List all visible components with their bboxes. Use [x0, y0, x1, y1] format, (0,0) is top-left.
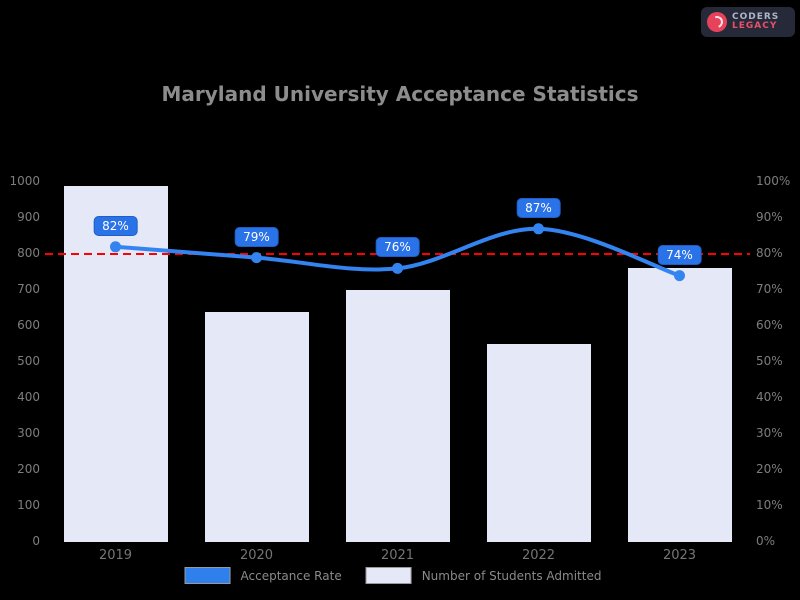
brand-logo-text: CODERS LEGACY — [732, 11, 780, 32]
left-axis-tick: 900 — [17, 210, 40, 224]
right-axis-tick: 70% — [756, 282, 783, 296]
right-axis-tick: 30% — [756, 426, 783, 440]
x-axis-label-2020: 2020 — [239, 548, 274, 563]
brand-logo: CODERS LEGACY — [701, 7, 795, 37]
point-label-2021: 76% — [375, 237, 420, 258]
right-axis-tick: 40% — [756, 390, 783, 404]
left-axis-tick: 600 — [17, 318, 40, 332]
bar-2021 — [345, 290, 450, 542]
right-axis-tick: 20% — [756, 462, 783, 476]
x-axis-label-2021: 2021 — [380, 548, 415, 563]
brand-logo-line2: LEGACY — [732, 21, 778, 31]
left-axis-tick: 400 — [17, 390, 40, 404]
bar-2023 — [627, 268, 732, 542]
left-axis-tick: 700 — [17, 282, 40, 296]
x-axis-label-2023: 2023 — [662, 548, 697, 563]
chart-title: Maryland University Acceptance Statistic… — [161, 82, 639, 106]
legend-label-line: Acceptance Rate — [240, 568, 342, 583]
left-axis-tick: 300 — [17, 426, 40, 440]
x-axis-label-2022: 2022 — [521, 548, 556, 563]
data-point-2021 — [392, 262, 403, 274]
data-point-2019 — [110, 241, 121, 253]
data-point-2023 — [674, 270, 685, 282]
right-axis-tick: 90% — [756, 210, 783, 224]
x-axis-label-2019: 2019 — [98, 548, 133, 563]
brand-logo-line1: CODERS — [732, 11, 780, 22]
right-axis-tick: 60% — [756, 318, 783, 332]
data-point-2020 — [251, 252, 262, 264]
bar-2022 — [486, 344, 591, 542]
legend-label-bar: Number of Students Admitted — [421, 568, 602, 583]
right-axis-tick: 50% — [756, 354, 783, 368]
left-axis-tick: 0 — [32, 534, 40, 548]
legend: Acceptance Rate Number of Students Admit… — [184, 567, 616, 584]
legend-swatch-bar — [365, 567, 412, 584]
left-axis-tick: 800 — [17, 246, 40, 260]
right-axis-tick: 10% — [756, 498, 783, 512]
left-axis-tick: 1000 — [9, 174, 40, 188]
left-axis-tick: 500 — [17, 354, 40, 368]
bar-2020 — [204, 311, 309, 542]
point-label-2019: 82% — [93, 215, 138, 236]
left-axis-tick: 200 — [17, 462, 40, 476]
point-label-2020: 79% — [234, 226, 279, 247]
left-axis-tick: 100 — [17, 498, 40, 512]
right-axis-tick: 100% — [756, 174, 791, 188]
right-axis-tick: 80% — [756, 246, 783, 260]
data-point-2022 — [533, 223, 544, 235]
brand-logo-icon — [707, 12, 727, 32]
legend-swatch-line — [184, 567, 231, 584]
point-label-2022: 87% — [516, 197, 561, 218]
point-label-2023: 74% — [657, 244, 702, 265]
right-axis-tick: 0% — [756, 534, 776, 548]
